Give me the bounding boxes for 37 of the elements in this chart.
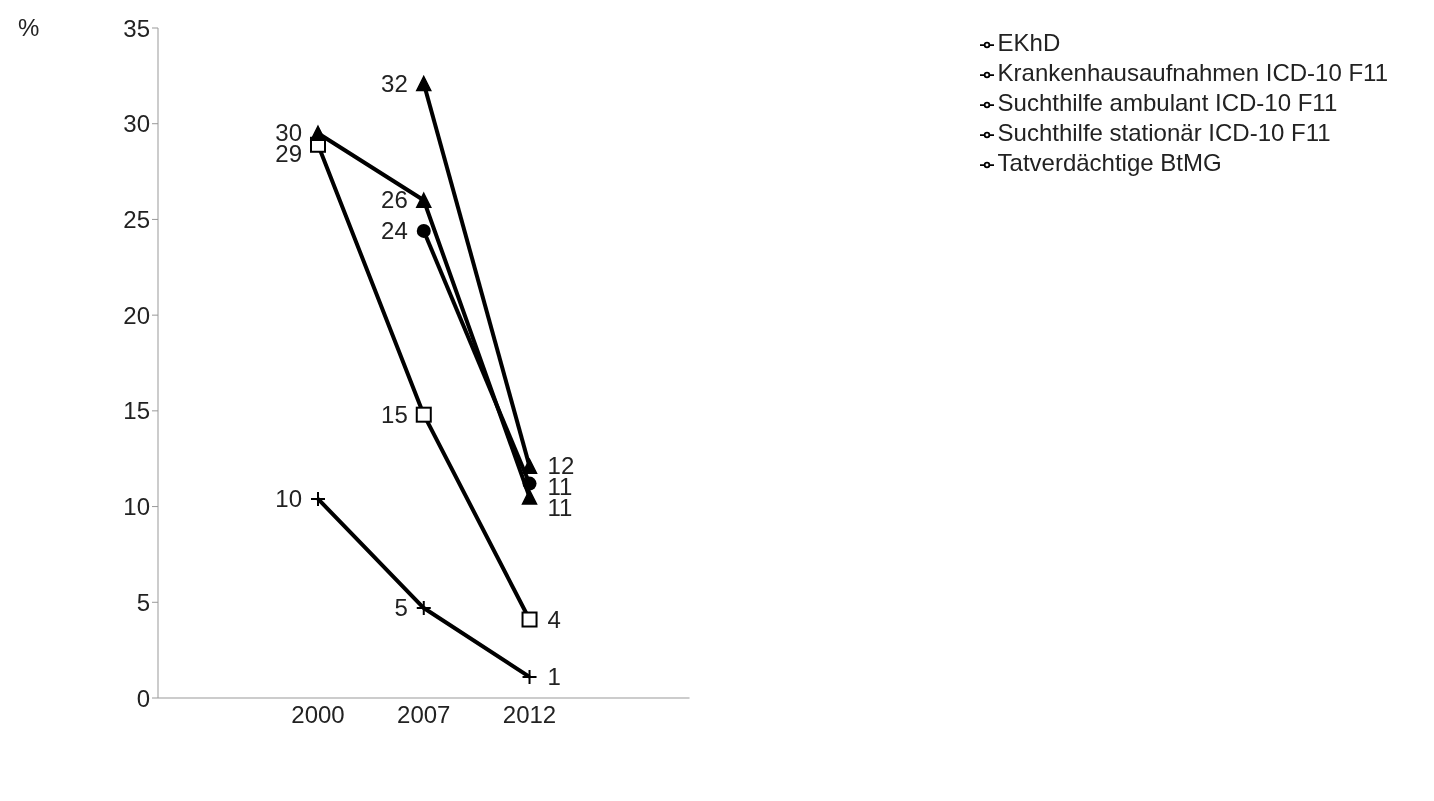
y-tick-label: 35	[123, 14, 150, 42]
point	[521, 489, 538, 505]
legend-label: Tatverdächtige BtMG	[997, 149, 1222, 176]
x-tick-label: 2000	[291, 701, 345, 729]
point	[416, 223, 431, 238]
legend-label: EKhD	[997, 29, 1061, 56]
point	[415, 406, 432, 423]
y-tick-label: 15	[123, 397, 150, 425]
data-label: 5	[394, 594, 408, 622]
data-label: 29	[275, 140, 302, 168]
data-label: 10	[275, 484, 302, 512]
y-axis-title: %	[18, 14, 40, 42]
x-tick-label: 2007	[397, 701, 451, 729]
data-label: 4	[547, 605, 561, 633]
data-label: 26	[381, 186, 408, 214]
y-tick-label: 20	[123, 301, 150, 329]
legend-label: Krankenhausaufnahmen ICD-10 F11	[997, 59, 1388, 86]
data-label: 11	[547, 494, 573, 522]
point	[310, 125, 326, 142]
legend-label: Suchthilfe stationär ICD-10 F11	[997, 119, 1331, 146]
point	[416, 192, 432, 209]
point	[310, 490, 326, 507]
data-label: 1	[547, 662, 561, 690]
point	[522, 476, 537, 491]
y-tick-label: 0	[136, 684, 150, 712]
legend-label: Suchthilfe ambulant ICD-10 F11	[997, 89, 1338, 116]
y-tick-label: 30	[123, 110, 150, 138]
point	[415, 600, 432, 617]
point	[521, 611, 538, 628]
data-label: 24	[381, 216, 408, 244]
y-tick-label: 25	[123, 205, 150, 233]
data-label: 15	[381, 400, 408, 428]
y-tick-label: 5	[136, 588, 150, 616]
point	[521, 668, 538, 685]
y-tick-label: 10	[123, 493, 150, 521]
data-label: 32	[381, 69, 408, 97]
x-tick-label: 2012	[502, 701, 557, 729]
